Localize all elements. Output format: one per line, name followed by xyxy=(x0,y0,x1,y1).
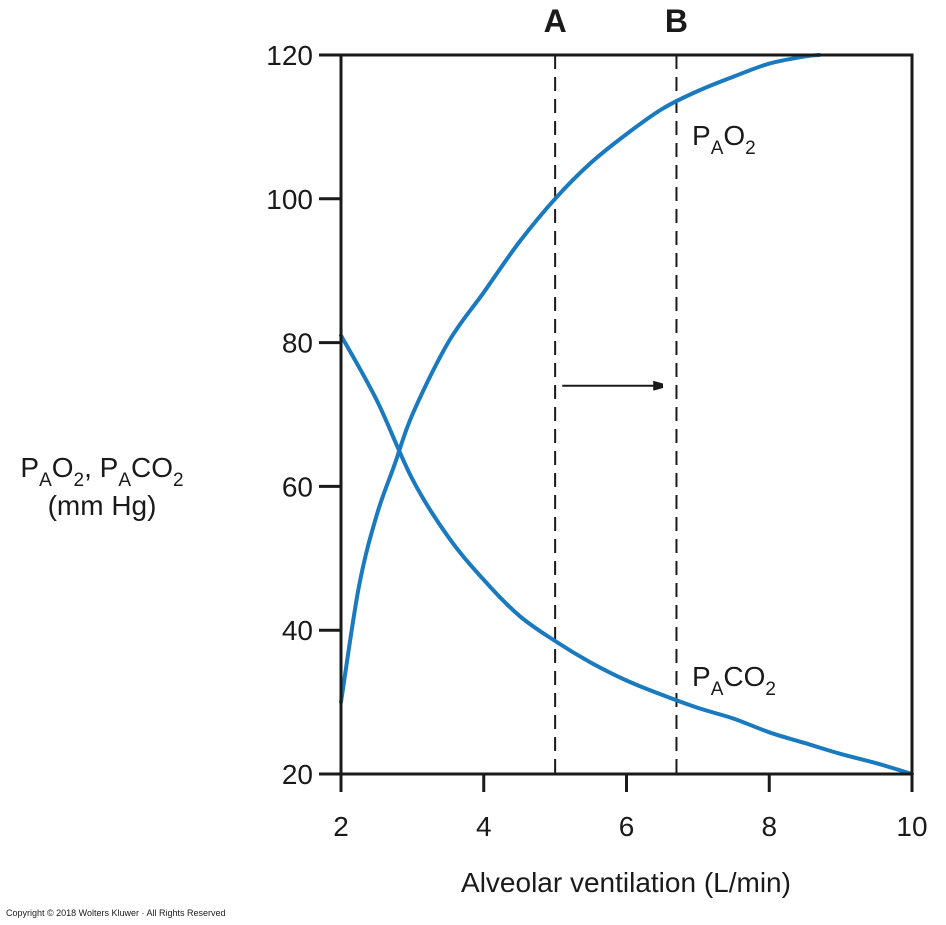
y-tick-label-20: 20 xyxy=(282,759,313,790)
x-tick-label-6: 6 xyxy=(619,811,635,842)
paco2-curve xyxy=(339,333,914,776)
y-axis-ticks: 20 40 60 80 100 120 xyxy=(266,40,341,790)
marker-label-a: A xyxy=(544,3,567,39)
curves xyxy=(339,53,914,776)
paco2-curve-label: PACO2 xyxy=(692,661,776,700)
x-tick-label-2: 2 xyxy=(333,811,349,842)
y-tick-label-100: 100 xyxy=(266,184,313,215)
marker-label-b: B xyxy=(665,3,688,39)
x-tick-label-8: 8 xyxy=(761,811,777,842)
y-tick-label-60: 60 xyxy=(282,471,313,502)
y-axis-label-units: (mm Hg) xyxy=(48,490,157,521)
y-tick-label-40: 40 xyxy=(282,615,313,646)
marker-lines xyxy=(554,55,678,774)
x-tick-label-10: 10 xyxy=(896,811,927,842)
y-tick-label-80: 80 xyxy=(282,328,313,359)
pao2-curve xyxy=(339,53,822,705)
y-axis-label: PAO2, PACO2 xyxy=(20,452,183,491)
x-axis-label: Alveolar ventilation (L/min) xyxy=(461,867,791,898)
plot-frame xyxy=(339,53,914,776)
x-axis-ticks: 2 4 6 8 10 xyxy=(333,774,928,842)
pao2-curve-label: PAO2 xyxy=(692,120,756,159)
x-tick-label-4: 4 xyxy=(476,811,492,842)
y-tick-label-120: 120 xyxy=(266,40,313,71)
copyright-notice: Copyright © 2018 Wolters Kluwer · All Ri… xyxy=(6,908,226,918)
